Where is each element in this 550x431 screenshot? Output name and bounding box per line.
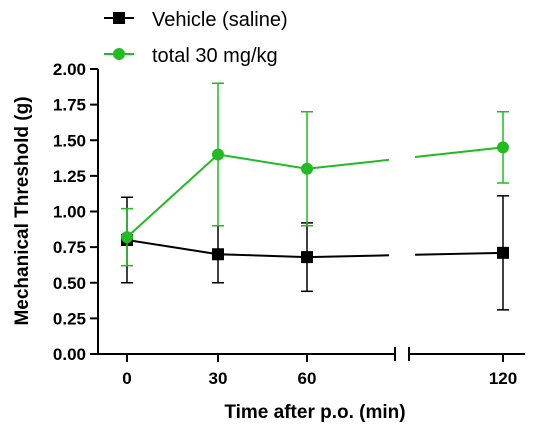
- series-line-segment: [217, 253, 308, 259]
- data-point: [212, 248, 224, 261]
- y-tick-label: 1.50: [53, 131, 86, 150]
- series-line-segment: [126, 239, 219, 256]
- series-line-segment: [217, 153, 308, 170]
- legend-label-vehicle: Vehicle (saline): [152, 9, 288, 31]
- series-vehicle: [121, 195, 509, 311]
- y-tick-label: 2.00: [53, 60, 86, 79]
- y-tick-label: 1.75: [53, 96, 86, 115]
- x-tick-label: 30: [209, 369, 228, 388]
- series-line-segment: [414, 146, 504, 158]
- data-point: [212, 148, 224, 161]
- x-tick-label: 60: [298, 369, 317, 388]
- x-axis-title: Time after p.o. (min): [224, 402, 405, 423]
- series-layer: [121, 82, 509, 311]
- legend-marker-total: [113, 48, 125, 60]
- data-point: [497, 141, 509, 154]
- y-tick-label: 1.25: [53, 167, 86, 186]
- series-line-segment: [306, 254, 390, 259]
- series-line-segment: [414, 251, 504, 256]
- legend-item-vehicle: Vehicle (saline): [104, 9, 288, 31]
- y-tick-label: 0.50: [53, 274, 86, 293]
- data-point: [301, 251, 313, 264]
- x-tick-label: 0: [122, 369, 131, 388]
- axes: 0.00 0.25 0.50 0.75 1.00 1.25 1.50 1.75 2.00 0 30 6…: [53, 60, 525, 388]
- y-tick-label: 0.75: [53, 238, 86, 257]
- legend-label-total: total 30 mg/kg: [152, 45, 278, 67]
- data-point: [497, 246, 509, 259]
- series-line-segment: [126, 153, 219, 238]
- x-tick-label: 120: [489, 369, 517, 388]
- legend-marker-vehicle: [113, 12, 125, 24]
- legend-item-total: total 30 mg/kg: [104, 45, 278, 67]
- y-tick-label: 1.00: [53, 203, 86, 222]
- y-tick-label: 0.00: [53, 345, 86, 364]
- legend: Vehicle (saline) total 30 mg/kg: [104, 9, 288, 67]
- data-point: [121, 231, 133, 244]
- y-tick-label: 0.25: [53, 309, 86, 328]
- series-total: [121, 82, 509, 267]
- data-point: [301, 162, 313, 175]
- series-line-segment: [306, 158, 390, 170]
- y-axis-title: Mechanical Threshold (g): [12, 96, 33, 325]
